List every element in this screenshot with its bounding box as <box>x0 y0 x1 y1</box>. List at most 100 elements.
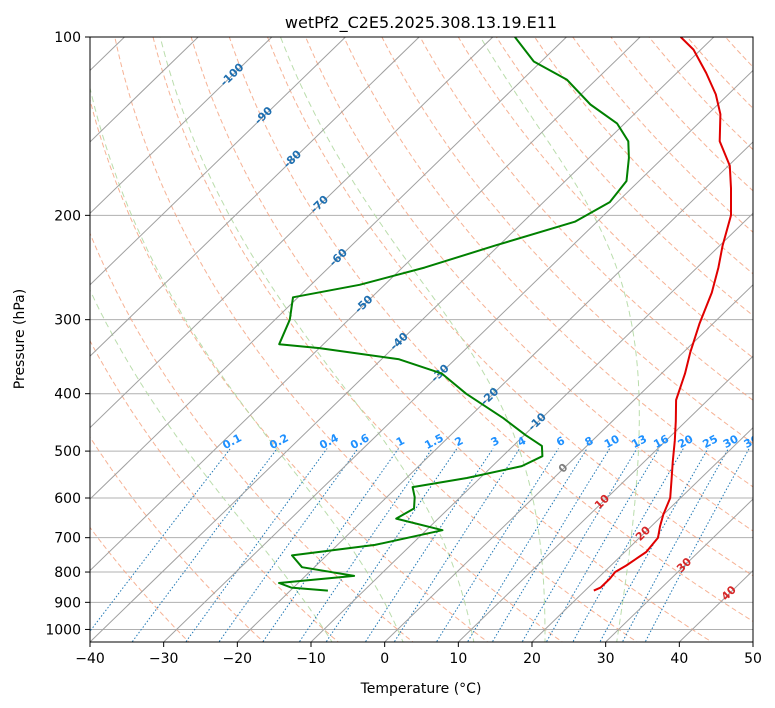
dry-adiabat <box>610 37 753 192</box>
isotherm <box>457 355 753 642</box>
isotherm <box>90 37 273 215</box>
mixing-ratio-line <box>131 448 278 642</box>
dewpoint-line <box>278 37 630 592</box>
dry-adiabat <box>343 37 753 488</box>
y-tick-label: 900 <box>54 595 81 611</box>
y-tick-label: 400 <box>54 387 81 403</box>
mixing-ratio-label: 6 <box>554 434 567 449</box>
mixing-ratio-line <box>435 448 559 642</box>
dry-adiabat <box>533 37 753 275</box>
mixing-ratio-label: 25 <box>700 432 720 451</box>
mixing-ratio-label: 10 <box>602 432 622 451</box>
mixing-ratio-label: 30 <box>721 432 741 451</box>
isotherm <box>163 69 753 642</box>
isotherm-label: -100 <box>218 60 247 89</box>
x-tick-label: −20 <box>223 651 253 667</box>
mixing-ratio-label: 1 <box>394 434 407 449</box>
dry-adiabats <box>90 37 753 642</box>
dry-adiabat <box>648 37 753 151</box>
dry-adiabat <box>90 526 190 642</box>
mixing-ratio-label: 13 <box>629 432 649 451</box>
mixing-ratio-line <box>262 448 399 642</box>
isotherm <box>90 37 346 286</box>
moist-adiabat <box>159 37 475 642</box>
mixing-ratio-label: 8 <box>583 434 596 449</box>
x-tick-label: 0 <box>380 651 389 667</box>
x-tick-label: −30 <box>149 651 179 667</box>
mixing-ratio-line <box>298 448 433 642</box>
dry-adiabat <box>686 37 753 109</box>
mixing-ratio-line <box>364 448 494 642</box>
dry-adiabat <box>419 37 753 401</box>
mixing-ratio-label: 0.4 <box>317 431 341 452</box>
mixing-ratio-label: 3 <box>489 434 502 449</box>
mixing-ratio-label: 0.2 <box>267 431 290 452</box>
y-tick-label: 800 <box>54 565 81 581</box>
x-tick-label: −40 <box>75 651 105 667</box>
dry-adiabat <box>90 97 489 642</box>
y-axis-ticks: 100 200 300 400 500 600 700 800 900 1000 <box>45 30 90 638</box>
x-tick-label: 40 <box>670 651 688 667</box>
mixing-ratio-lines <box>90 448 750 642</box>
mixing-ratio-line <box>572 448 684 642</box>
y-tick-label: 500 <box>54 444 81 460</box>
mixing-ratio-line <box>521 448 638 642</box>
mixing-ratio-label: 20 <box>676 432 696 451</box>
dry-adiabat <box>152 37 638 642</box>
isotherms <box>90 37 753 642</box>
plot-frame <box>89 36 754 643</box>
mixing-ratio-line <box>491 448 611 642</box>
isotherm <box>384 284 753 642</box>
dry-adiabat <box>266 37 753 577</box>
isotherm <box>90 37 420 357</box>
y-tick-label: 700 <box>54 531 81 547</box>
isotherm <box>310 212 753 642</box>
pressure-gridlines <box>90 37 753 630</box>
mixing-ratio-line <box>90 448 231 633</box>
mixing-ratio-line <box>325 448 458 642</box>
x-tick-label: 50 <box>744 651 762 667</box>
mixing-ratio-line <box>621 448 729 642</box>
moist-adiabat <box>90 289 333 642</box>
dry-adiabat <box>381 37 753 444</box>
mixing-ratio-line <box>545 448 660 642</box>
x-tick-label: −10 <box>296 651 326 667</box>
isotherm <box>90 37 494 429</box>
mixing-ratio-line <box>393 448 521 642</box>
mixing-ratio-line <box>466 448 588 642</box>
isotherm <box>752 641 753 642</box>
mixing-ratio-line <box>644 448 750 642</box>
x-axis-ticks: −40 −30 −20 −10 0 10 20 30 40 50 <box>75 642 762 667</box>
y-axis-label: Pressure (hPa) <box>12 289 28 389</box>
x-tick-label: 20 <box>523 651 541 667</box>
mixing-ratio-label: 1.5 <box>422 431 445 452</box>
mixing-ratio-label: 36 <box>742 432 762 451</box>
moist-adiabat <box>479 37 640 642</box>
x-axis-label: Temperature (°C) <box>360 681 482 697</box>
isotherm <box>90 37 199 143</box>
x-tick-label: 10 <box>449 651 467 667</box>
isotherm <box>605 498 753 642</box>
profile-lines <box>278 37 732 592</box>
dry-adiabat <box>228 37 753 622</box>
isotherm <box>90 37 715 642</box>
mixing-ratio-label: 16 <box>651 432 671 451</box>
plot-area: 0.1 0.2 0.4 0.6 1 1.5 2 3 4 6 8 10 13 16 20 25 30 36-100-… <box>90 37 762 642</box>
y-tick-label: 600 <box>54 491 81 507</box>
moist-adiabats <box>90 37 640 642</box>
moist-adiabat <box>90 85 404 642</box>
x-tick-label: 30 <box>597 651 615 667</box>
mixing-ratio-label: 0.6 <box>348 431 372 452</box>
dry-adiabat <box>90 436 265 642</box>
y-tick-label: 200 <box>54 208 81 224</box>
dry-adiabat <box>305 37 753 532</box>
chart-title: wetPf2_C2E5.2025.308.13.19.E11 <box>285 13 557 33</box>
y-tick-label: 100 <box>54 30 81 46</box>
mixing-ratio-label: 0.1 <box>220 431 243 452</box>
dry-adiabat <box>90 339 339 642</box>
y-tick-label: 300 <box>54 313 81 329</box>
dry-adiabat <box>90 232 414 642</box>
mixing-ratio-line <box>218 448 359 642</box>
moist-adiabat <box>280 37 546 642</box>
